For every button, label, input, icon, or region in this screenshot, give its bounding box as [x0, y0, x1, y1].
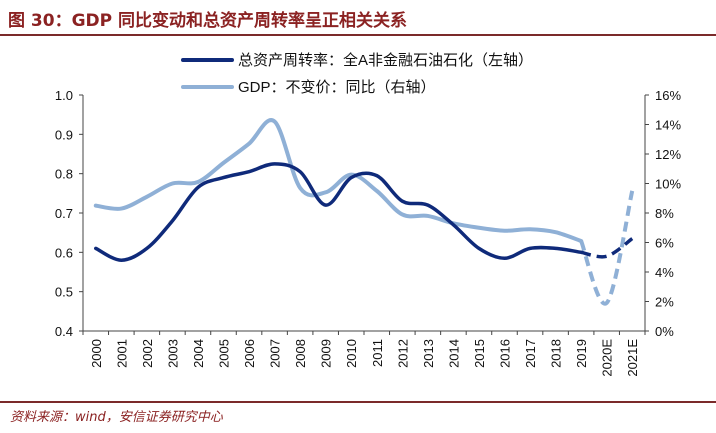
right-tick-label: 4%: [655, 265, 674, 280]
axes: 0.4 0.5 0.6 0.7 0.8 0.9 1.0 0% 2% 4% 6% 8% 10% 12% 14%…: [55, 88, 682, 377]
right-tick-label: 10%: [655, 177, 681, 192]
series-line-gdp: [93, 118, 584, 244]
right-tick-label: 8%: [655, 206, 674, 221]
left-tick-label: 0.9: [55, 127, 73, 142]
x-tick-label: 2000: [89, 339, 104, 368]
source-note: 资料来源：wind，安信证券研究中心: [10, 410, 223, 425]
legend-label-gdp: GDP：不变价：同比（右轴）: [238, 79, 436, 96]
left-tick-label: 1.0: [55, 88, 73, 103]
legend: 总资产周转率：全A非金融石油石化（左轴） GDP：不变价：同比（右轴）: [181, 51, 533, 96]
title-bar: 图 30：GDP 同比变动和总资产周转率呈正相关关系: [0, 0, 716, 36]
x-tick-label: 2001: [114, 339, 129, 368]
x-tick-label: 2006: [242, 339, 257, 368]
x-tick-label: 2012: [395, 339, 410, 368]
right-tick-label: 12%: [655, 147, 681, 162]
x-tick-label: 2007: [268, 339, 283, 368]
x-tick-label: 2003: [165, 339, 180, 368]
x-tick-label: 2019: [574, 339, 589, 368]
legend-label-turnover: 总资产周转率：全A非金融石油石化（左轴）: [238, 51, 533, 69]
x-tick-label: 2008: [293, 339, 308, 368]
x-tick-label: 2004: [191, 339, 206, 368]
x-tick-label: 2013: [421, 339, 436, 368]
right-tick-label: 16%: [655, 88, 681, 103]
x-tick-label: 2016: [498, 339, 513, 368]
right-tick-label: 0%: [655, 324, 674, 339]
series-line-turnover-forecast: [580, 237, 634, 259]
x-tick-label: 2015: [472, 339, 487, 368]
right-tick-label: 14%: [655, 118, 681, 133]
x-tick-label: 2011: [370, 339, 385, 367]
x-tick-label: 2002: [140, 339, 155, 368]
series-line-turnover: [94, 162, 583, 262]
x-tick-label: 2018: [549, 339, 564, 368]
right-tick-label: 6%: [655, 236, 674, 251]
x-tick-label: 2021E: [625, 339, 640, 377]
x-tick-label: 2014: [446, 339, 461, 368]
x-tick-label: 2020E: [600, 339, 615, 377]
left-tick-label: 0.7: [55, 206, 73, 221]
right-tick-label: 2%: [655, 295, 674, 310]
x-tick-label: 2010: [344, 339, 359, 368]
left-tick-label: 0.8: [55, 167, 73, 182]
series-lines: [93, 118, 635, 306]
series-line-gdp-forecast: [579, 190, 635, 306]
x-tick-label: 2009: [319, 339, 334, 368]
left-tick-label: 0.4: [55, 324, 73, 339]
x-tick-label: 2005: [217, 339, 232, 368]
source-rule: [0, 401, 716, 403]
x-tick-label: 2017: [523, 339, 538, 368]
left-tick-label: 0.5: [55, 285, 73, 300]
left-tick-label: 0.6: [55, 245, 73, 260]
chart-title: 图 30：GDP 同比变动和总资产周转率呈正相关关系: [8, 11, 408, 31]
